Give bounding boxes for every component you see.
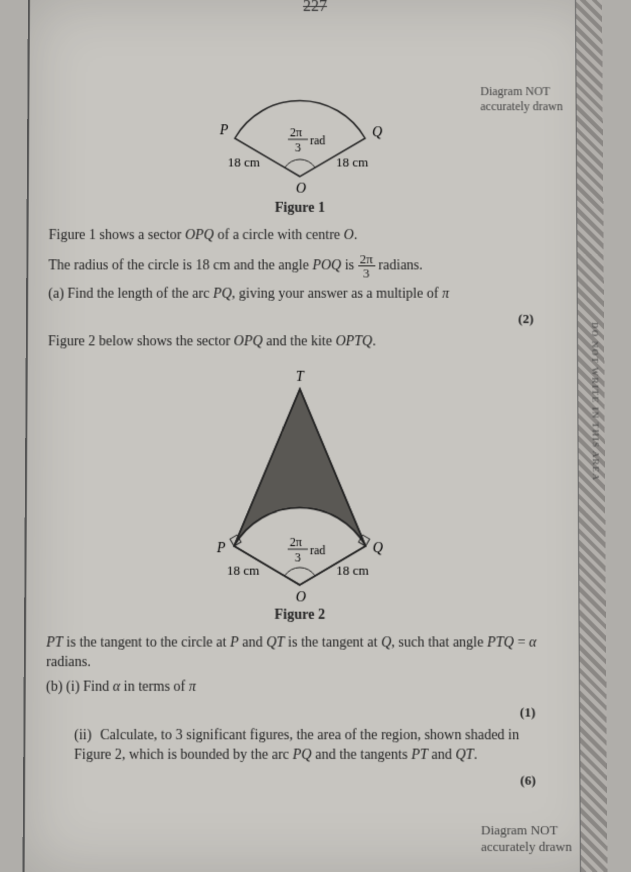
para-3: Figure 2 below shows the sector OPQ and … [48,333,552,352]
marks-a: (2) [48,311,552,327]
fig1-O: O [296,182,306,197]
fig1-P: P [219,123,229,138]
fig2-Q: Q [373,541,383,556]
figure-2: Diagram NOT accurately drawn T [46,358,553,623]
margin-vertical-text: DO NOT WRITE IN THIS AREA [590,322,601,481]
marks-b2: (6) [45,772,554,789]
fig1-r-right: 18 cm [336,154,368,169]
page-number: 227 [303,0,327,16]
figure-2-caption: Figure 2 [46,607,553,623]
fig2-T: T [296,369,305,384]
figure-2-svg: T P Q O 18 cm 18 cm 2π 3 rad [148,358,452,603]
exam-page: DO NOT WRITE IN THIS AREA 227 Diagram NO… [23,0,608,872]
marks-b1: (1) [46,705,554,721]
diagram-note-2-text: Diagram NOT accurately drawn [481,822,572,854]
para-4: PT is the tangent to the circle at P and… [46,634,553,673]
svg-text:rad: rad [310,133,325,147]
svg-text:3: 3 [295,140,301,154]
svg-text:2π: 2π [290,535,302,549]
figure-1: Diagram NOT accurately drawn P Q O 18 cm… [49,26,551,217]
para-1: Figure 1 shows a sector OPQ of a circle … [49,227,552,246]
fig2-r-left: 18 cm [227,562,260,577]
fig1-r-left: 18 cm [228,154,260,169]
diagram-note-1: Diagram NOT accurately drawn [480,84,570,114]
question-a: (a) Find the length of the arc PQ, givin… [48,285,551,304]
diagram-note-2: Diagram NOT accurately drawn [481,822,573,855]
figure-1-caption: Figure 1 [49,201,551,217]
diagram-note-1-text: Diagram NOT accurately drawn [480,84,563,113]
fig1-Q: Q [372,125,382,140]
para-2: The radius of the circle is 18 cm and th… [48,252,551,279]
fig2-O: O [296,590,306,603]
angle-fraction: 2π3 [358,252,375,279]
svg-text:rad: rad [310,543,326,557]
fig2-r-right: 18 cm [336,562,369,577]
question-b2: (ii) Calculate, to 3 significant figures… [46,727,554,766]
fig2-P: P [216,541,226,556]
page-content: Diagram NOT accurately drawn P Q O 18 cm… [45,20,554,789]
svg-text:2π: 2π [290,125,302,139]
question-b1: (b) (i) Find α in terms of π [46,679,554,698]
svg-text:3: 3 [295,550,301,564]
figure-1-svg: P Q O 18 cm 18 cm 2π 3 rad [149,26,450,197]
do-not-write-margin: DO NOT WRITE IN THIS AREA [575,0,607,872]
